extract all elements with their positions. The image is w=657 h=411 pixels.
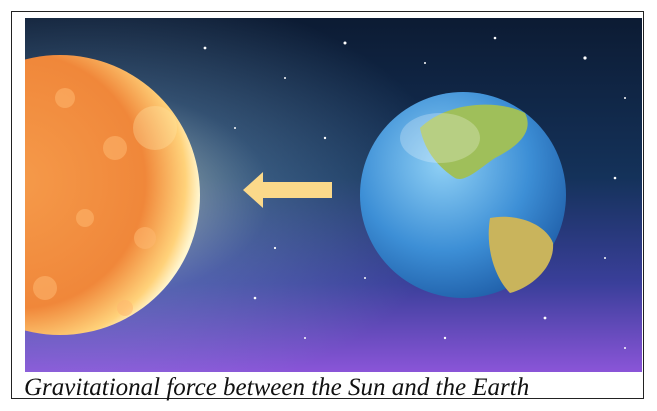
illustration <box>25 18 642 372</box>
earth-highlight <box>400 113 480 163</box>
page: Gravitational force between the Sun and … <box>0 0 657 411</box>
caption: Gravitational force between the Sun and … <box>24 374 529 402</box>
